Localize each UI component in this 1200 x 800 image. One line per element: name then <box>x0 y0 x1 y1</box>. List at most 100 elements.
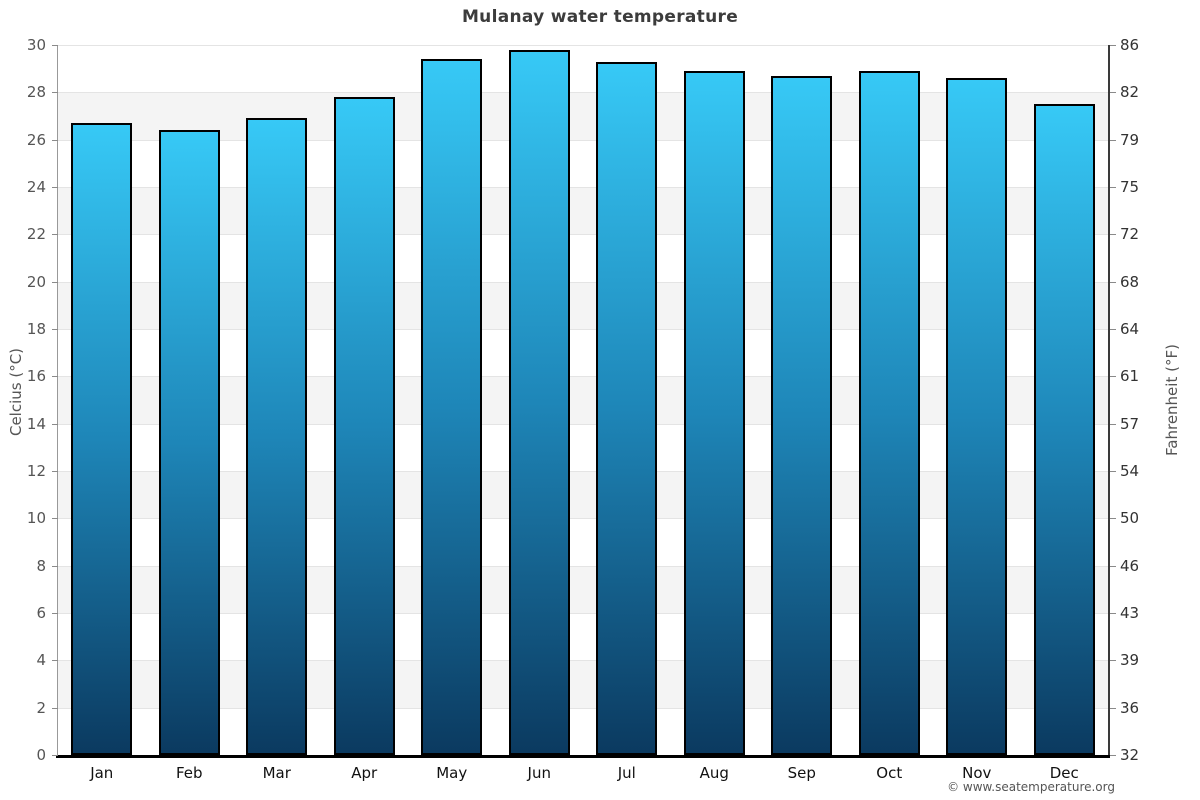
fahrenheit-tick-label: 32 <box>1120 746 1140 764</box>
fahrenheit-tick-mark <box>1110 423 1116 425</box>
celsius-tick-mark <box>52 187 58 188</box>
fahrenheit-tick-mark <box>1110 613 1116 614</box>
gridline <box>58 139 1108 141</box>
celsius-tick-mark <box>52 707 58 709</box>
chart-title: Mulanay water temperature <box>461 7 739 27</box>
temp-bar-jul <box>596 61 658 755</box>
celsius-tick-mark <box>52 565 58 567</box>
celsius-tick-mark <box>52 234 58 236</box>
grid-band <box>58 187 1108 235</box>
celsius-tick-label: 10 <box>26 509 46 528</box>
fahrenheit-tick-mark <box>1110 329 1116 330</box>
fahrenheit-tick-label: 54 <box>1120 462 1140 480</box>
gridline <box>58 376 1108 378</box>
celsius-tick-label: 22 <box>26 225 46 244</box>
gridline <box>58 660 1108 662</box>
celsius-tick-label: 14 <box>26 414 46 433</box>
gridline <box>58 613 1108 614</box>
celsius-tick-mark <box>52 376 58 378</box>
fahrenheit-tick-mark <box>1110 234 1116 236</box>
fahrenheit-tick-label: 36 <box>1120 698 1140 717</box>
gridline <box>58 518 1108 520</box>
gridline <box>58 329 1108 330</box>
gridline <box>58 234 1108 236</box>
fahrenheit-tick-label: 82 <box>1120 83 1140 102</box>
x-axis-label-sep: Sep <box>787 764 816 782</box>
fahrenheit-tick-label: 43 <box>1120 604 1140 622</box>
celsius-tick-label: 24 <box>26 178 46 196</box>
grid-band <box>58 613 1108 661</box>
fahrenheit-tick-label: 72 <box>1120 225 1140 244</box>
fahrenheit-tick-mark <box>1110 92 1116 94</box>
celsius-tick-mark <box>52 92 58 94</box>
celsius-tick-mark <box>52 281 58 283</box>
copyright-notice: © www.seatemperature.org <box>947 780 1115 794</box>
fahrenheit-tick-mark <box>1110 281 1116 283</box>
gridline <box>58 187 1108 188</box>
grid-band <box>58 423 1108 471</box>
x-axis-label-jul: Jul <box>617 764 636 782</box>
celsius-tick-label: 26 <box>26 130 46 149</box>
celsius-tick-mark <box>52 139 58 141</box>
fahrenheit-tick-mark <box>1110 755 1116 756</box>
celsius-tick-mark <box>52 660 58 662</box>
gridline <box>58 707 1108 709</box>
celsius-tick-label: 18 <box>26 320 46 338</box>
fahrenheit-tick-label: 68 <box>1120 272 1140 291</box>
temp-bar-aug <box>683 71 745 755</box>
celsius-tick-label: 28 <box>26 83 46 102</box>
gridline <box>58 423 1108 425</box>
x-axis-label-jan: Jan <box>90 764 114 782</box>
grid-band <box>58 565 1108 613</box>
x-axis-label-apr: Apr <box>351 764 378 782</box>
celsius-tick-mark <box>52 518 58 520</box>
fahrenheit-tick-label: 46 <box>1120 556 1140 575</box>
celsius-tick-label: 6 <box>36 604 46 622</box>
celsius-tick-label: 8 <box>36 556 46 575</box>
celsius-axis-line <box>57 45 58 755</box>
temp-bar-dec <box>1033 104 1095 755</box>
celsius-tick-label: 0 <box>36 746 46 764</box>
fahrenheit-tick-mark <box>1110 707 1116 709</box>
x-axis-label-feb: Feb <box>175 764 203 782</box>
temp-bar-jan <box>71 123 133 755</box>
gridline <box>58 471 1108 472</box>
fahrenheit-tick-label: 75 <box>1120 178 1140 196</box>
x-axis-label-nov: Nov <box>962 764 992 782</box>
gridline <box>58 281 1108 283</box>
x-axis-label-mar: Mar <box>262 764 291 782</box>
fahrenheit-tick-mark <box>1110 518 1116 520</box>
celsius-tick-label: 16 <box>26 367 46 386</box>
grid-band <box>58 45 1108 93</box>
temp-bar-oct <box>858 71 920 755</box>
grid-band <box>58 329 1108 377</box>
gridline <box>58 92 1108 94</box>
gridline <box>58 565 1108 567</box>
fahrenheit-tick-mark <box>1110 565 1116 567</box>
grid-band <box>58 471 1108 519</box>
fahrenheit-tick-label: 61 <box>1120 367 1140 386</box>
grid-band <box>58 234 1108 282</box>
temp-bar-sep <box>771 75 833 755</box>
celsius-tick-label: 2 <box>36 698 46 717</box>
x-axis-label-jun: Jun <box>527 764 551 782</box>
celsius-tick-mark <box>52 755 58 756</box>
x-axis-label-oct: Oct <box>876 764 903 782</box>
grid-band <box>58 660 1108 708</box>
fahrenheit-tick-mark <box>1110 471 1116 472</box>
fahrenheit-tick-mark <box>1110 45 1116 46</box>
fahrenheit-tick-mark <box>1110 376 1116 378</box>
fahrenheit-tick-label: 39 <box>1120 651 1140 670</box>
grid-band <box>58 281 1108 329</box>
x-axis-label-may: May <box>436 764 468 782</box>
fahrenheit-tick-label: 79 <box>1120 130 1140 149</box>
grid-band <box>58 376 1108 424</box>
fahrenheit-tick-label: 57 <box>1120 414 1140 433</box>
temp-bar-jun <box>508 49 570 755</box>
grid-band <box>58 139 1108 187</box>
temp-bar-apr <box>333 97 395 755</box>
temp-bar-mar <box>246 118 308 755</box>
celsius-tick-mark <box>52 471 58 472</box>
celsius-tick-label: 4 <box>36 651 46 670</box>
fahrenheit-axis-line <box>1108 45 1110 755</box>
